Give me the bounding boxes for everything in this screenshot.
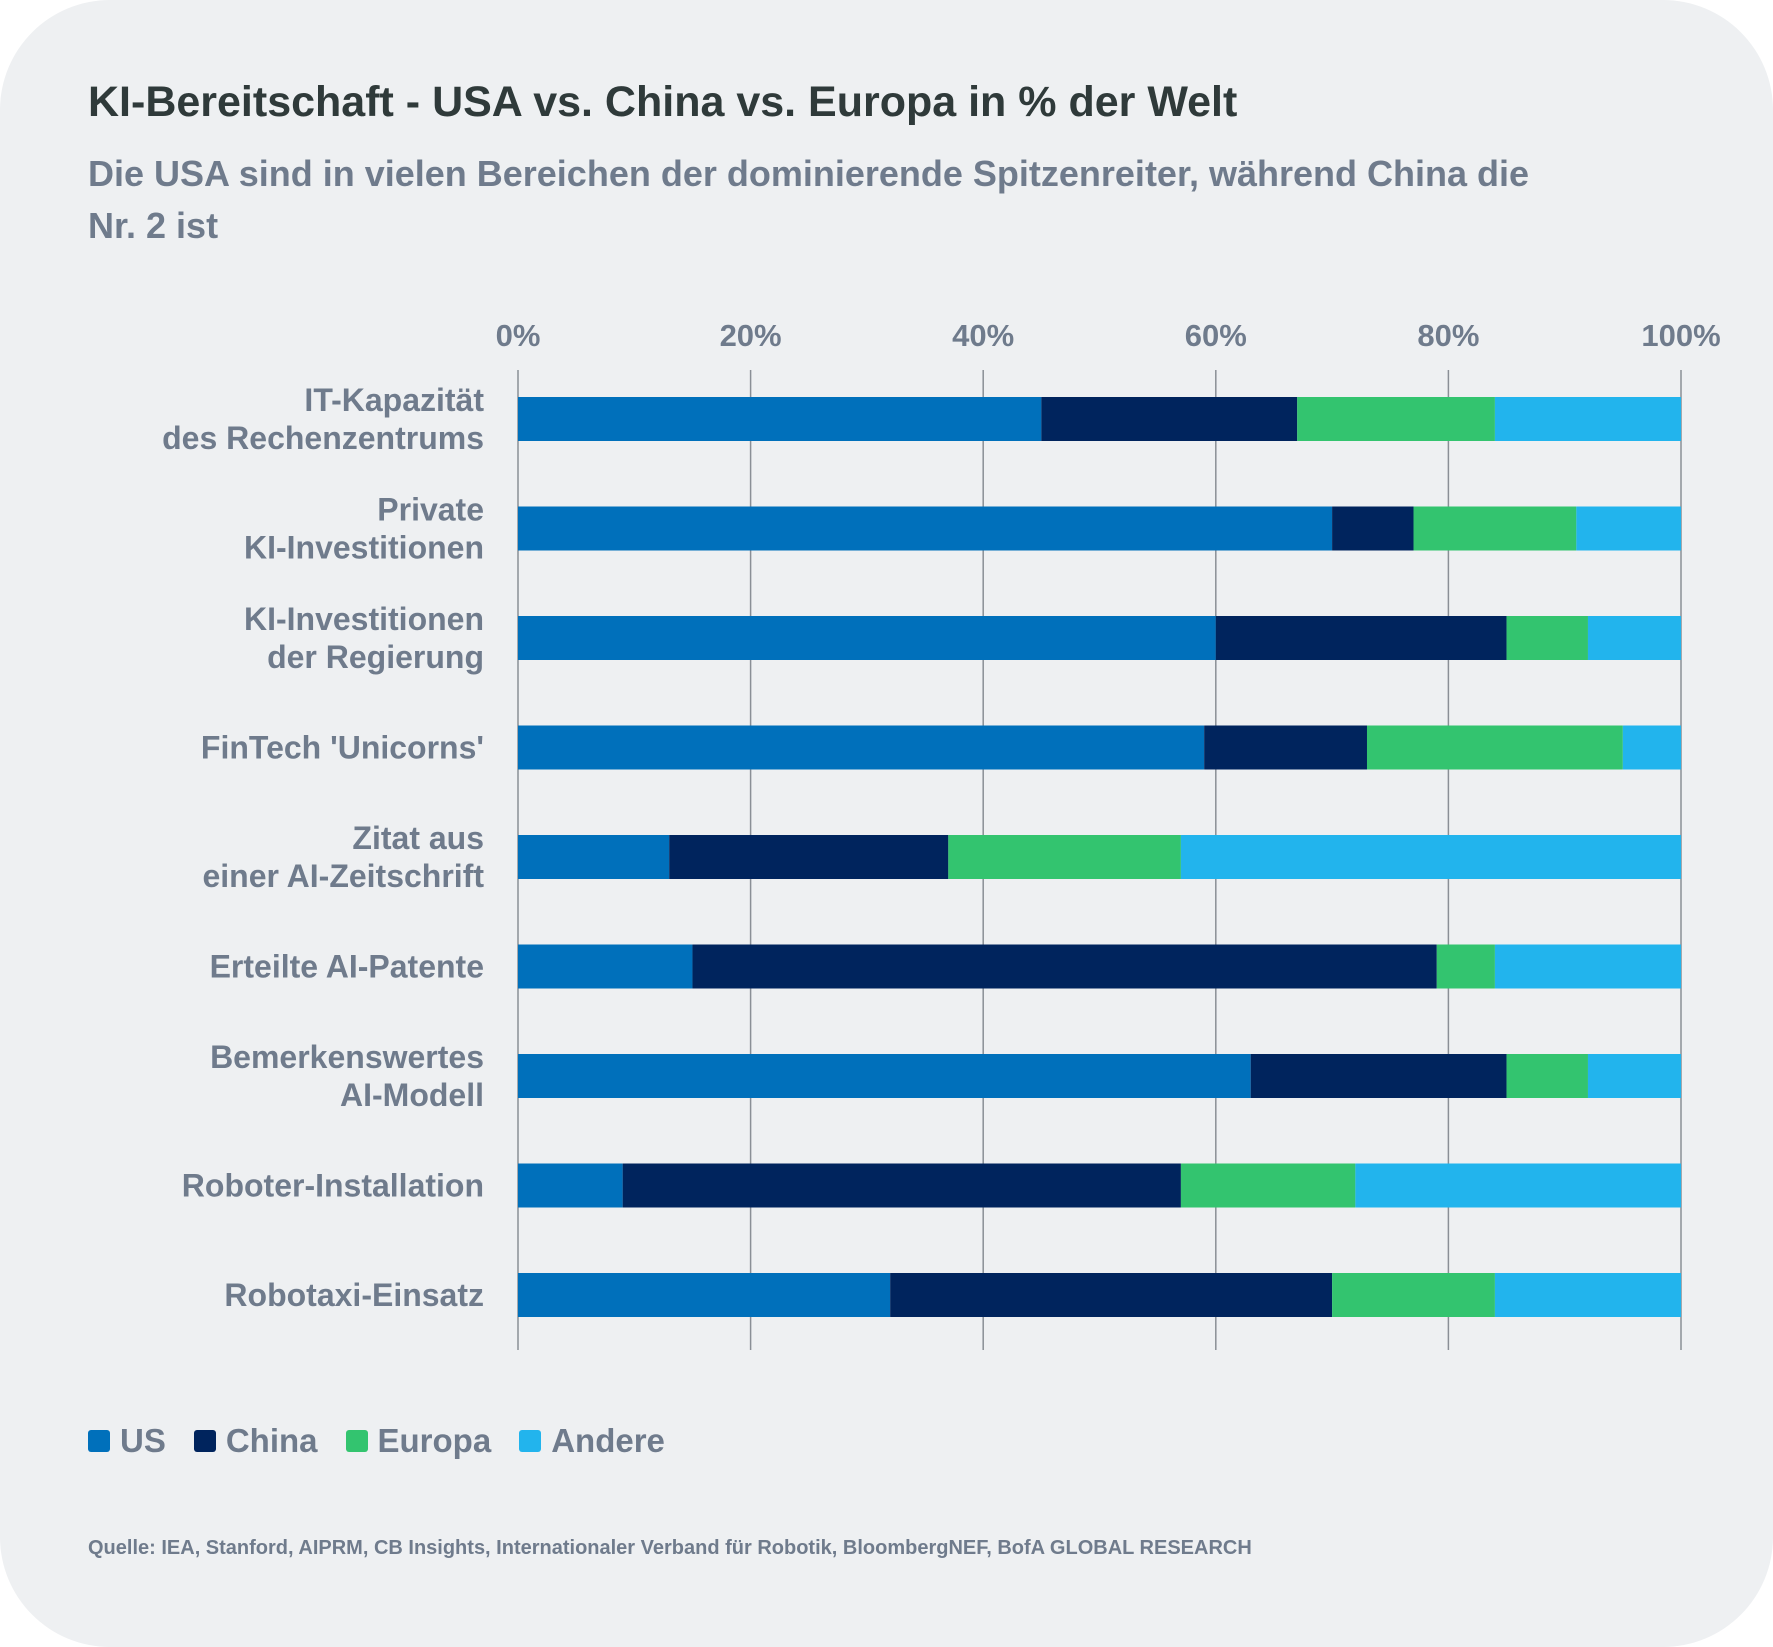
category-label: einer AI-Zeitschrift: [202, 858, 484, 894]
bar-segment-china: [1204, 725, 1367, 770]
bar-segment-europa: [948, 835, 1181, 879]
bar-segment-us: [518, 506, 1333, 551]
bar-segment-andere: [1587, 1054, 1681, 1098]
legend-swatch: [345, 1430, 368, 1452]
bar-segment-europa: [1506, 616, 1588, 660]
bar-segment-europa: [1366, 725, 1623, 770]
bar-segment-us: [518, 835, 670, 879]
category-label: Roboter-Installation: [182, 1168, 484, 1204]
x-tick-label: 0%: [496, 318, 541, 353]
bars: [518, 397, 1681, 1317]
x-tick-label: 60%: [1185, 318, 1247, 353]
bar-segment-europa: [1413, 506, 1577, 551]
bar-segment-us: [518, 616, 1216, 660]
bar-segment-andere: [1576, 506, 1681, 551]
x-tick-label: 20%: [720, 318, 782, 353]
bar-segment-china: [692, 944, 1437, 989]
legend-item: US: [88, 1422, 166, 1460]
chart-subtitle: Die USA sind in vielen Bereichen der dom…: [88, 153, 1530, 246]
bar-segment-china: [1250, 1054, 1507, 1098]
bar-segment-andere: [1587, 616, 1681, 660]
legend-item: Andere: [519, 1422, 665, 1460]
bar-segment-china: [622, 1163, 1181, 1208]
legend-swatch: [193, 1430, 216, 1452]
category-label: Robotaxi-Einsatz: [224, 1277, 484, 1313]
bar-segment-andere: [1494, 1273, 1681, 1317]
legend: US China Europa Andere: [88, 1422, 693, 1460]
chart-title: KI-Bereitschaft - USA vs. China vs. Euro…: [88, 78, 1238, 126]
bar-segment-us: [518, 1054, 1251, 1098]
legend-item: Europa: [345, 1422, 492, 1460]
legend-swatch: [88, 1430, 110, 1452]
category-label: KI-Investitionen: [244, 530, 484, 566]
bar-segment-andere: [1494, 397, 1681, 441]
bar-segment-andere: [1622, 725, 1681, 770]
bar-segment-andere: [1494, 944, 1681, 989]
category-label: Zitat aus: [352, 820, 484, 856]
category-label: Erteilte AI-Patente: [210, 949, 484, 985]
legend-item: China: [193, 1422, 318, 1460]
bar-segment-china: [1332, 506, 1414, 551]
bar-segment-europa: [1180, 1163, 1356, 1208]
category-label: KI-Investitionen: [244, 601, 484, 637]
x-tick-label: 80%: [1417, 318, 1479, 353]
legend-label: China: [225, 1422, 318, 1459]
bar-segment-us: [518, 1163, 623, 1208]
x-tick-label: 40%: [952, 318, 1014, 353]
legend-label: Andere: [551, 1422, 665, 1459]
category-label: FinTech 'Unicorns': [201, 730, 484, 766]
bar-segment-europa: [1436, 944, 1495, 989]
legend-label: US: [120, 1422, 166, 1459]
bar-segment-europa: [1332, 1273, 1495, 1317]
x-axis-ticks: 0% 20% 40% 60% 80% 100%: [496, 318, 1721, 353]
bar-segment-china: [1041, 397, 1298, 441]
bar-segment-us: [518, 1273, 891, 1317]
bar-segment-europa: [1506, 1054, 1588, 1098]
category-label: AI-Modell: [340, 1077, 484, 1113]
bar-segment-andere: [1355, 1163, 1681, 1208]
bar-segment-china: [890, 1273, 1333, 1317]
legend-label: Europa: [377, 1422, 492, 1459]
category-label: IT-Kapazität: [304, 382, 484, 418]
bar-segment-us: [518, 725, 1205, 770]
bar-segment-us: [518, 397, 1042, 441]
category-label: Bemerkenswertes: [210, 1039, 484, 1075]
bar-segment-china: [1215, 616, 1507, 660]
legend-swatch: [519, 1430, 542, 1452]
source-note: Quelle: IEA, Stanford, AIPRM, CB Insight…: [88, 1537, 1252, 1559]
x-tick-label: 100%: [1641, 318, 1720, 353]
bar-segment-andere: [1180, 835, 1681, 879]
bar-segment-europa: [1297, 397, 1495, 441]
bar-segment-us: [518, 944, 693, 989]
category-label: der Regierung: [267, 639, 484, 675]
category-label: des Rechenzentrums: [162, 420, 484, 456]
bar-segment-china: [669, 835, 949, 879]
category-label: Private: [377, 492, 484, 528]
